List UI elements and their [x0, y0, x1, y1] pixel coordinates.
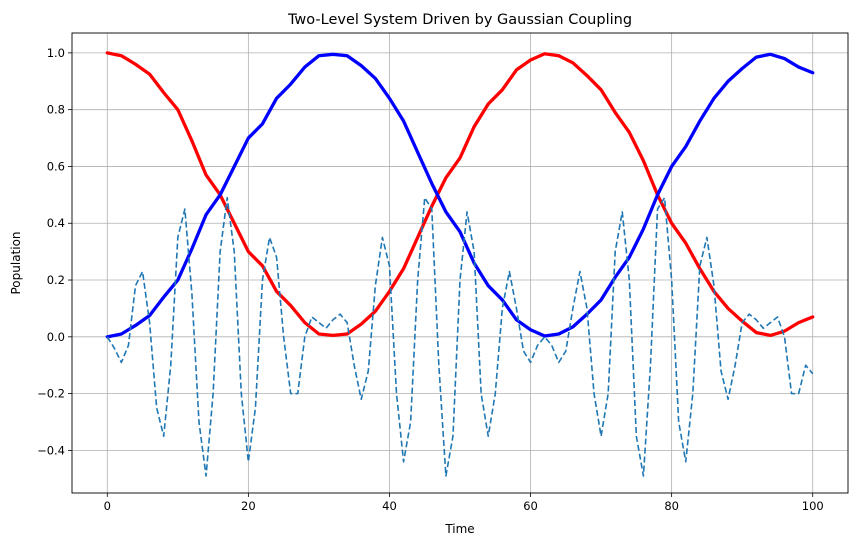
y-tick-label: 0.2 [47, 273, 65, 287]
x-axis-ticks: 0 20 40 60 80 100 [104, 493, 824, 513]
y-tick-label: 0.0 [47, 330, 65, 344]
chart-title: Two-Level System Driven by Gaussian Coup… [287, 12, 632, 28]
series-line-2 [106, 196, 814, 477]
y-tick-label: 0.8 [47, 103, 65, 117]
y-tick-label: 0.4 [47, 216, 65, 230]
y-tick-label: −0.4 [37, 443, 65, 457]
series-lines [105, 51, 815, 477]
x-tick-label: 0 [104, 499, 111, 513]
series-line-0 [105, 51, 815, 338]
y-tick-label: −0.2 [37, 387, 65, 401]
y-tick-label: 0.6 [47, 159, 65, 173]
series-line-1 [105, 52, 815, 339]
x-tick-label: 40 [382, 499, 397, 513]
plot-frame [71, 32, 849, 494]
x-tick-label: 20 [241, 499, 256, 513]
x-axis-label: Time [444, 522, 474, 536]
y-tick-label: 1.0 [47, 46, 65, 60]
x-tick-label: 60 [523, 499, 538, 513]
x-tick-label: 100 [802, 499, 824, 513]
y-axis-ticks: −0.4 −0.2 0.0 0.2 0.4 0.6 0.8 1.0 [37, 46, 72, 457]
y-axis-label: Population [9, 231, 23, 294]
x-tick-label: 80 [664, 499, 679, 513]
